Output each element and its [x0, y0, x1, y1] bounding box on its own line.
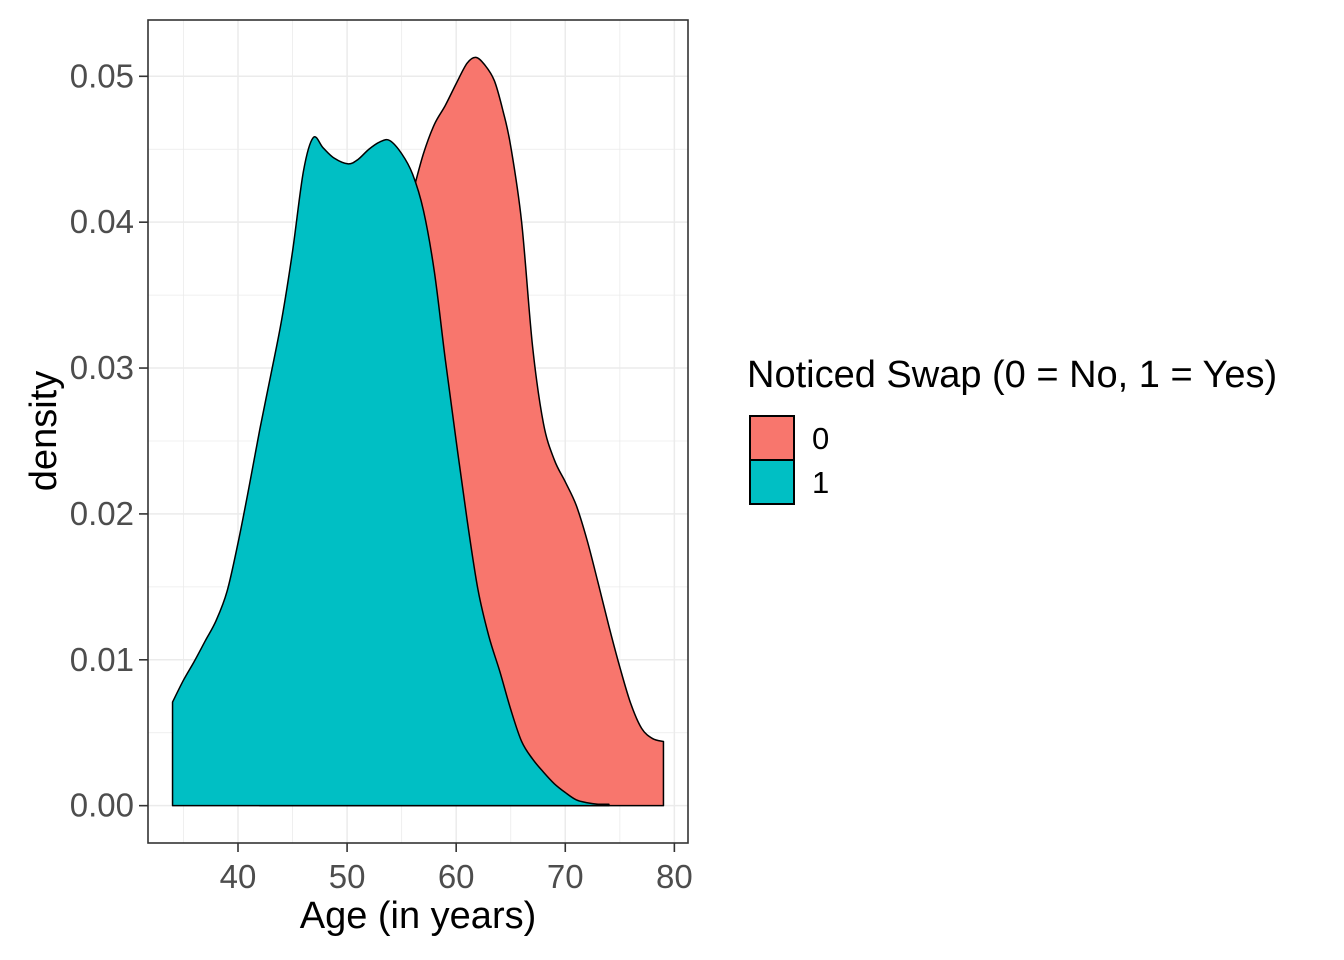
y-tick-label: 0.00 — [70, 787, 134, 824]
legend-key-0-swatch — [749, 415, 795, 461]
axis-ticks — [139, 75, 676, 852]
y-axis-title: density — [23, 371, 65, 491]
y-tick-label: 0.05 — [70, 57, 134, 94]
y-tick-label: 0.02 — [70, 495, 134, 532]
density-area-1 — [171, 136, 610, 807]
x-tick-label: 80 — [656, 858, 693, 895]
x-axis-title: Age (in years) — [300, 895, 537, 937]
y-tick-label: 0.01 — [70, 641, 134, 678]
x-tick-label: 60 — [438, 858, 475, 895]
legend-label-1: 1 — [812, 465, 829, 500]
legend-key-1-swatch — [749, 459, 795, 505]
x-tick-label: 40 — [220, 858, 257, 895]
legend-title: Noticed Swap (0 = No, 1 = Yes) — [747, 354, 1277, 396]
legend-label-0: 0 — [812, 421, 829, 456]
axis-tick-labels: 40 50 60 70 80 0.00 0.01 0.02 0.03 0.04 0.05 — [70, 57, 693, 895]
panel-border — [147, 19, 689, 844]
legend: Noticed Swap (0 = No, 1 = Yes) 0 1 — [747, 354, 1277, 505]
y-tick-label: 0.03 — [70, 349, 134, 386]
y-tick-label: 0.04 — [70, 203, 134, 240]
x-tick-label: 50 — [329, 858, 366, 895]
density-areas — [171, 56, 665, 807]
x-tick-label: 70 — [547, 858, 584, 895]
